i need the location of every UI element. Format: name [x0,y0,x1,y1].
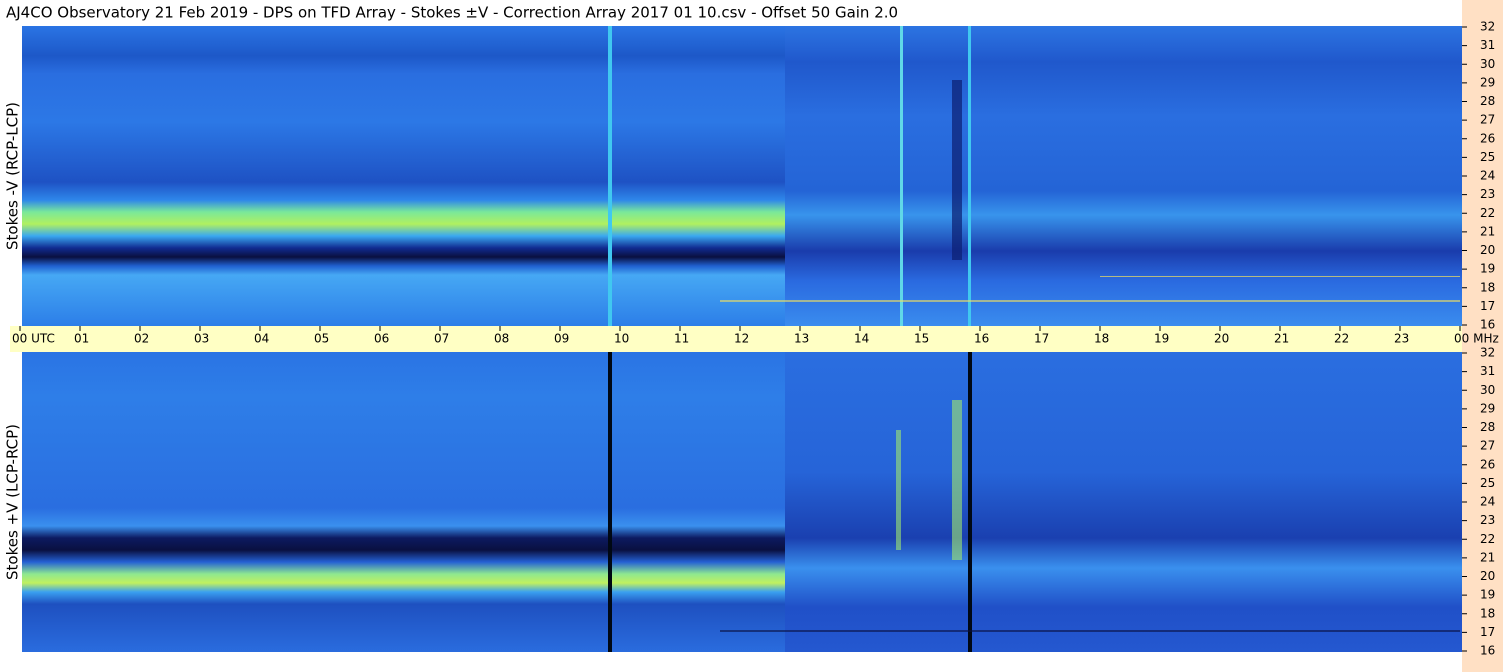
time-label: 01 [74,332,89,346]
title: AJ4CO Observatory 21 Feb 2019 - DPS on T… [6,4,898,22]
freq-label: 19 [1480,262,1495,276]
freq-label: 21 [1480,224,1495,238]
freq-label: 24 [1480,169,1495,183]
freq-label: 16 [1480,318,1495,332]
spectrogram [22,352,785,652]
freq-label: 18 [1480,606,1495,620]
time-label: 17 [1034,332,1049,346]
freq-label: 23 [1480,187,1495,201]
rfi-line [720,300,1460,302]
burst-line [608,26,612,326]
rfi-line [720,630,1460,632]
time-label: 02 [134,332,149,346]
burst-line [900,26,903,326]
freq-label: 22 [1480,206,1495,220]
time-label: 07 [434,332,449,346]
time-label: 12 [734,332,749,346]
spectrogram [22,26,785,326]
burst-line [952,80,962,260]
freq-label: 19 [1480,588,1495,602]
time-label: 09 [554,332,569,346]
time-label: 19 [1154,332,1169,346]
freq-label: 20 [1480,243,1495,257]
freq-label: 26 [1480,457,1495,471]
time-label: 00 MHz [1454,332,1499,346]
freq-label: 30 [1480,383,1495,397]
freq-axis-strip [1462,0,1503,672]
freq-label: 25 [1480,476,1495,490]
freq-label: 31 [1480,364,1495,378]
time-label: 06 [374,332,389,346]
panel-label: Stokes +V (LCP-RCP) [4,424,22,580]
freq-label: 17 [1480,299,1495,313]
burst-line [608,352,612,652]
time-label: 11 [674,332,689,346]
time-label: 22 [1334,332,1349,346]
freq-label: 29 [1480,401,1495,415]
freq-label: 17 [1480,625,1495,639]
freq-label: 18 [1480,280,1495,294]
spectrogram [785,26,1462,326]
time-label: 18 [1094,332,1109,346]
time-label: 13 [794,332,809,346]
burst-line [968,26,971,326]
time-label: 16 [974,332,989,346]
freq-label: 28 [1480,420,1495,434]
time-label: 00 UTC [12,332,55,346]
time-label: 05 [314,332,329,346]
time-label: 10 [614,332,629,346]
burst-line [952,400,962,560]
freq-label: 25 [1480,150,1495,164]
time-label: 08 [494,332,509,346]
freq-label: 22 [1480,532,1495,546]
freq-label: 32 [1480,346,1495,360]
spectrogram [785,352,1462,652]
time-label: 21 [1274,332,1289,346]
time-label: 20 [1214,332,1229,346]
freq-label: 27 [1480,439,1495,453]
freq-label: 29 [1480,75,1495,89]
freq-label: 32 [1480,20,1495,34]
burst-line [896,430,901,550]
freq-label: 28 [1480,94,1495,108]
time-label: 04 [254,332,269,346]
freq-label: 31 [1480,38,1495,52]
freq-label: 21 [1480,550,1495,564]
time-label: 14 [854,332,869,346]
freq-label: 23 [1480,513,1495,527]
freq-label: 30 [1480,57,1495,71]
freq-label: 24 [1480,495,1495,509]
freq-label: 27 [1480,113,1495,127]
freq-label: 20 [1480,569,1495,583]
time-label: 15 [914,332,929,346]
panel-label: Stokes -V (RCP-LCP) [4,102,22,250]
freq-label: 16 [1480,644,1495,658]
burst-line [968,352,972,652]
rfi-line [1100,276,1460,277]
freq-label: 26 [1480,131,1495,145]
time-label: 03 [194,332,209,346]
time-label: 23 [1394,332,1409,346]
